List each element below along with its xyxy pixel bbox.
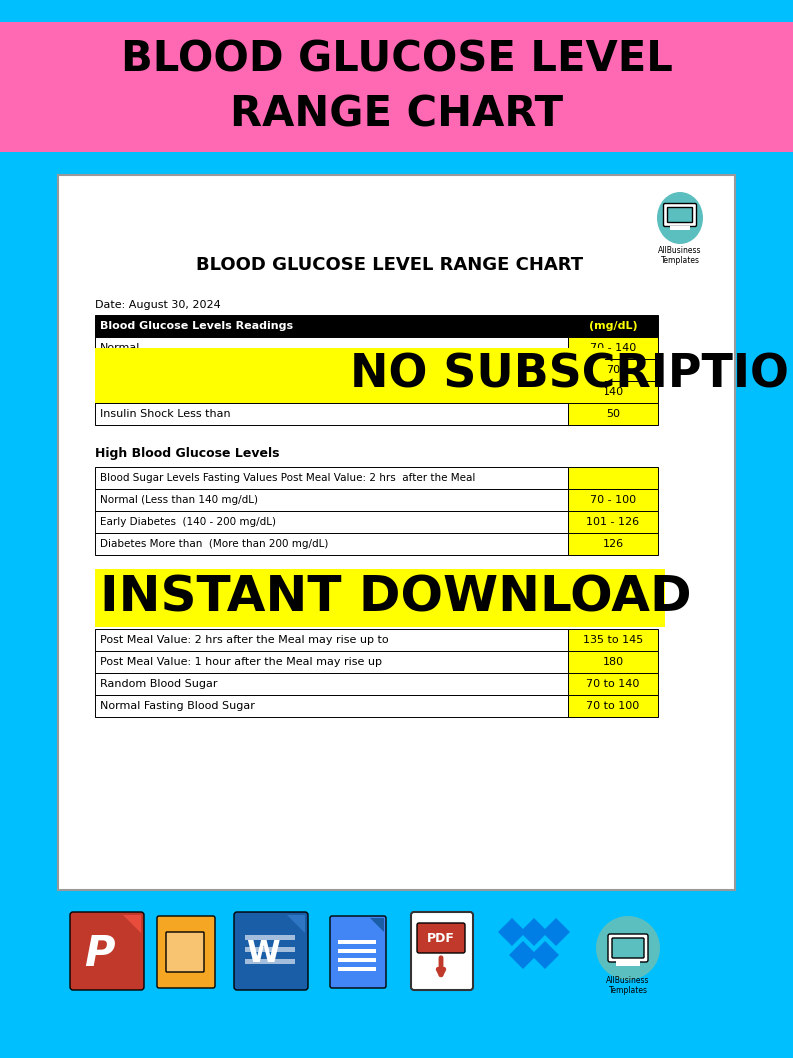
Text: 70: 70 — [606, 365, 620, 375]
Text: W: W — [246, 940, 280, 968]
Bar — [95, 338, 568, 359]
Text: Post Meal Value: 1 hour after the Meal may rise up: Post Meal Value: 1 hour after the Meal m… — [100, 657, 382, 667]
FancyBboxPatch shape — [411, 912, 473, 990]
Text: BLOOD GLUCOSE LEVEL
RANGE CHART: BLOOD GLUCOSE LEVEL RANGE CHART — [121, 38, 672, 135]
Bar — [568, 630, 658, 651]
FancyBboxPatch shape — [664, 203, 696, 226]
Text: 101 - 126: 101 - 126 — [587, 517, 640, 527]
Text: Insulin Shock Less than: Insulin Shock Less than — [100, 409, 231, 419]
Bar — [568, 695, 658, 717]
Text: 70 - 140: 70 - 140 — [590, 343, 636, 353]
Bar — [568, 673, 658, 695]
Bar — [95, 359, 568, 381]
Text: Blood Sugar Levels Fasting Values Post Meal Value: 2 hrs  after the Meal: Blood Sugar Levels Fasting Values Post M… — [100, 473, 475, 484]
Polygon shape — [542, 918, 570, 946]
Ellipse shape — [596, 916, 660, 980]
Bar — [95, 489, 568, 511]
Polygon shape — [531, 941, 559, 969]
Bar — [95, 651, 568, 673]
Ellipse shape — [657, 191, 703, 244]
Text: Blood Glucose Levels Readings: Blood Glucose Levels Readings — [100, 321, 293, 331]
Bar — [568, 403, 658, 425]
Bar — [95, 630, 568, 651]
Polygon shape — [370, 918, 384, 932]
Text: AllBusiness
Templates: AllBusiness Templates — [658, 247, 702, 266]
FancyBboxPatch shape — [608, 934, 648, 962]
Polygon shape — [287, 915, 305, 933]
Bar — [245, 959, 295, 964]
Bar — [338, 940, 376, 944]
FancyBboxPatch shape — [612, 938, 644, 957]
Bar — [568, 467, 658, 489]
FancyBboxPatch shape — [70, 912, 144, 990]
Bar — [95, 315, 568, 338]
FancyBboxPatch shape — [157, 916, 215, 988]
Bar — [0, 22, 793, 152]
Text: Normal: Normal — [100, 343, 140, 353]
Bar — [568, 511, 658, 533]
Bar — [338, 949, 376, 953]
Bar — [245, 947, 295, 952]
Text: (mg/dL): (mg/dL) — [588, 321, 638, 331]
Text: Date: August 30, 2024: Date: August 30, 2024 — [95, 300, 220, 310]
Text: 70 to 100: 70 to 100 — [586, 701, 640, 711]
Bar — [568, 651, 658, 673]
Bar — [0, 152, 793, 175]
Bar — [245, 935, 295, 940]
Bar — [58, 175, 735, 890]
Bar — [568, 338, 658, 359]
Text: INSTANT DOWNLOAD: INSTANT DOWNLOAD — [100, 574, 691, 622]
Bar — [0, 0, 793, 22]
Polygon shape — [498, 918, 526, 946]
Text: 135 to 145: 135 to 145 — [583, 635, 643, 645]
Text: Early Diabetes  (140 - 200 mg/dL): Early Diabetes (140 - 200 mg/dL) — [100, 517, 276, 527]
Text: AllBusiness
Templates: AllBusiness Templates — [607, 975, 649, 996]
Text: Diabetes More than  (More than 200 mg/dL): Diabetes More than (More than 200 mg/dL) — [100, 539, 328, 549]
Bar — [568, 381, 658, 403]
Text: Hyperglycemia  More than: Hyperglycemia More than — [100, 387, 247, 397]
Bar — [95, 533, 568, 555]
FancyBboxPatch shape — [234, 912, 308, 990]
Text: 180: 180 — [603, 657, 623, 667]
Text: 140: 140 — [603, 387, 623, 397]
Text: Normal Fasting Blood Sugar: Normal Fasting Blood Sugar — [100, 701, 255, 711]
Bar — [95, 403, 568, 425]
Text: 126: 126 — [603, 539, 623, 549]
Bar — [95, 511, 568, 533]
Bar — [338, 957, 376, 962]
Polygon shape — [509, 941, 537, 969]
Bar — [568, 533, 658, 555]
Bar — [95, 348, 605, 403]
Bar — [616, 961, 640, 966]
Bar — [568, 489, 658, 511]
Text: High Blood Glucose Levels: High Blood Glucose Levels — [95, 446, 279, 459]
Text: P: P — [84, 933, 114, 975]
FancyBboxPatch shape — [330, 916, 386, 988]
Bar — [95, 673, 568, 695]
Polygon shape — [123, 915, 141, 933]
FancyBboxPatch shape — [417, 923, 465, 953]
Text: PDF: PDF — [427, 931, 455, 945]
Text: 50: 50 — [606, 409, 620, 419]
Text: Hypoglycemia  Less than: Hypoglycemia Less than — [100, 365, 239, 375]
FancyBboxPatch shape — [166, 932, 204, 972]
Polygon shape — [520, 918, 548, 946]
Bar — [568, 315, 658, 338]
Text: Normal (Less than 140 mg/dL): Normal (Less than 140 mg/dL) — [100, 495, 258, 505]
Text: 70 - 100: 70 - 100 — [590, 495, 636, 505]
FancyBboxPatch shape — [668, 207, 692, 222]
Bar — [95, 569, 665, 627]
Text: BLOOD GLUCOSE LEVEL RANGE CHART: BLOOD GLUCOSE LEVEL RANGE CHART — [197, 256, 584, 274]
Bar — [95, 695, 568, 717]
Bar — [95, 381, 568, 403]
Text: 70 to 140: 70 to 140 — [586, 679, 640, 689]
Bar — [0, 890, 793, 1058]
Text: Random Blood Sugar: Random Blood Sugar — [100, 679, 217, 689]
Bar — [568, 359, 658, 381]
Text: Post Meal Value: 2 hrs after the Meal may rise up to: Post Meal Value: 2 hrs after the Meal ma… — [100, 635, 389, 645]
Text: NO SUBSCRIPTION: NO SUBSCRIPTION — [350, 353, 793, 398]
Bar — [95, 467, 568, 489]
Bar — [670, 226, 690, 230]
Bar — [338, 967, 376, 971]
